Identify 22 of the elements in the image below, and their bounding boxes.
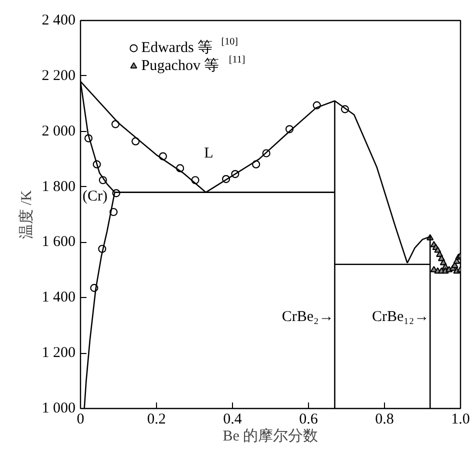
y-tick-label: 2 200 — [42, 68, 76, 84]
x-tick-label: 0 — [76, 412, 84, 428]
y-tick-label: 1 000 — [42, 400, 76, 416]
x-axis-title: Be 的摩尔分数 — [222, 428, 318, 444]
annotation: L — [204, 145, 214, 162]
y-tick-label: 2 000 — [42, 123, 76, 140]
y-axis-title: 温度 /K — [18, 190, 35, 239]
annotation: CrBe₁₂→ — [372, 309, 430, 326]
y-tick-label: 1 200 — [42, 345, 76, 362]
annotation: CrBe₂→ — [282, 309, 334, 326]
legend-label: Edwards 等 [10] — [141, 36, 238, 56]
legend-label: Pugachov 等 [11] — [141, 54, 246, 74]
y-tick-label: 1 800 — [42, 178, 76, 195]
x-tick-label: 0.6 — [299, 412, 318, 428]
x-tick-label: 0.8 — [375, 412, 394, 428]
x-tick-label: 1.0 — [451, 412, 470, 428]
x-tick-label: 0.2 — [147, 412, 166, 428]
x-tick-label: 0.4 — [223, 412, 242, 428]
y-tick-label: 1 400 — [42, 290, 76, 306]
annotation: (Cr) — [82, 188, 108, 204]
y-tick-label: 2 400 — [42, 12, 76, 28]
y-tick-label: 1 600 — [42, 234, 76, 250]
